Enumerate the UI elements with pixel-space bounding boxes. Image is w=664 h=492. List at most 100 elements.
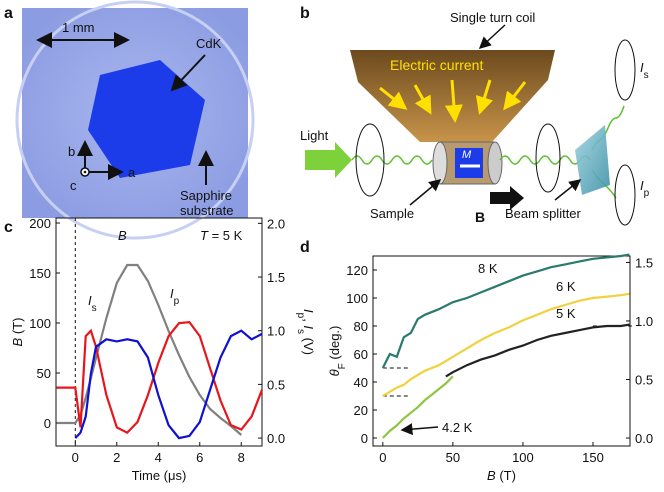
panel-label: a bbox=[4, 5, 13, 22]
polarization bbox=[355, 123, 385, 197]
axis-label: c bbox=[70, 178, 77, 193]
axis-label: b bbox=[68, 144, 75, 159]
y-tick-label: 100 bbox=[346, 291, 368, 306]
data-line bbox=[445, 323, 630, 378]
panel-label: d bbox=[300, 239, 310, 256]
text-part: T bbox=[200, 228, 209, 243]
text-part: I bbox=[301, 309, 316, 313]
x-axis-label: Time (μs) bbox=[132, 468, 187, 483]
text-part: s bbox=[644, 70, 649, 81]
series-label: B bbox=[118, 228, 127, 243]
text-part: s bbox=[92, 303, 97, 314]
data-line bbox=[381, 253, 630, 369]
text-part: 5 K bbox=[556, 306, 576, 321]
y-tick-label: 0 bbox=[44, 416, 51, 431]
text-part: 6 K bbox=[556, 279, 576, 294]
scale-label: 1 mm bbox=[62, 20, 95, 35]
panel-a: a 1 mm CdK b c a Sapphire substrate bbox=[4, 0, 255, 240]
splitter-label: Beam splitter bbox=[505, 206, 582, 221]
text-part: (V) bbox=[301, 334, 316, 355]
field-label: B bbox=[475, 209, 485, 225]
y-tick-label: 150 bbox=[29, 266, 51, 281]
y-tick-label: 100 bbox=[29, 316, 51, 331]
pointer bbox=[170, 54, 206, 92]
x-tick-label: 6 bbox=[196, 450, 203, 465]
text-part: p bbox=[296, 313, 307, 319]
polarization bbox=[535, 123, 561, 193]
pointer bbox=[554, 179, 582, 201]
light-arrow bbox=[305, 142, 352, 178]
y2-tick-label: 1.0 bbox=[635, 314, 653, 329]
light-label: Light bbox=[300, 128, 329, 143]
text-part: (T) bbox=[496, 468, 516, 483]
y-tick-label: 80 bbox=[354, 319, 368, 334]
x-tick-label: 4 bbox=[155, 450, 162, 465]
beam bbox=[351, 105, 625, 199]
sample-holder bbox=[432, 141, 448, 185]
polarization bbox=[614, 39, 636, 101]
pointer bbox=[409, 179, 442, 206]
y2-tick-label: 2.0 bbox=[267, 216, 285, 231]
series-label: 4.2 K bbox=[442, 420, 473, 435]
coil-label: Single turn coil bbox=[450, 10, 535, 25]
text-part: I bbox=[88, 293, 92, 308]
pointer bbox=[400, 423, 439, 436]
text-part: p bbox=[644, 188, 650, 199]
series-label: Is bbox=[88, 293, 97, 314]
output-label: Is bbox=[640, 60, 649, 81]
data-line bbox=[382, 375, 454, 439]
y-tick-label: 200 bbox=[29, 216, 51, 231]
pointer bbox=[478, 24, 506, 50]
current-arrows bbox=[379, 79, 527, 123]
substrate-label: substrate bbox=[180, 203, 233, 218]
text-part: p bbox=[174, 296, 180, 307]
text-part: B bbox=[487, 468, 496, 483]
text-part: (deg.) bbox=[327, 326, 342, 364]
polarization bbox=[614, 164, 636, 226]
text-part: (T) bbox=[10, 318, 25, 338]
text-part: I bbox=[301, 325, 316, 329]
axis-label: a bbox=[128, 165, 136, 180]
y2-tick-label: 0.0 bbox=[267, 431, 285, 446]
holder-ring bbox=[15, 0, 255, 240]
text-part: θ bbox=[327, 369, 342, 376]
series-label: 8 K bbox=[478, 261, 498, 276]
y-axis-label: B (T) bbox=[10, 318, 25, 347]
x-tick-label: 100 bbox=[512, 450, 534, 465]
output-label: Ip bbox=[640, 178, 650, 199]
text-part: = 5 K bbox=[208, 228, 243, 243]
plot-frame bbox=[55, 217, 263, 447]
text-part: I bbox=[640, 60, 644, 75]
text-part: 4.2 K bbox=[442, 420, 473, 435]
panel-b: b Single turn coil Electric current Ligh… bbox=[300, 5, 650, 226]
sample-label: CdK bbox=[196, 36, 222, 51]
y-tick-label: 50 bbox=[37, 366, 51, 381]
y2-tick-label: 0.0 bbox=[635, 431, 653, 446]
y2-axis-label: Ip, Is (V) bbox=[296, 309, 317, 355]
y-tick-label: 40 bbox=[354, 375, 368, 390]
y-tick-label: 0 bbox=[361, 431, 368, 446]
y-axis-label: θF (deg.) bbox=[327, 326, 348, 377]
data-line bbox=[74, 329, 263, 440]
data-line bbox=[56, 320, 264, 435]
y2-tick-label: 1.5 bbox=[635, 255, 653, 270]
y-tick-label: 60 bbox=[354, 347, 368, 362]
x-tick-label: 0 bbox=[379, 450, 386, 465]
y-tick-label: 20 bbox=[354, 403, 368, 418]
text-part: Time (μs) bbox=[132, 468, 187, 483]
series-label: 5 K bbox=[556, 306, 576, 321]
y2-tick-label: 0.5 bbox=[267, 377, 285, 392]
plot-frame bbox=[372, 255, 631, 447]
text-part: I bbox=[170, 286, 174, 301]
series-label: 6 K bbox=[556, 279, 576, 294]
y2-tick-label: 0.5 bbox=[635, 373, 653, 388]
beam-splitter bbox=[575, 125, 610, 195]
series-label: Ip bbox=[170, 286, 180, 307]
panel-label: c bbox=[4, 219, 13, 236]
x-tick-label: 150 bbox=[582, 450, 604, 465]
sample-holder bbox=[487, 141, 503, 185]
annotation: T = 5 K bbox=[200, 228, 243, 243]
data-line bbox=[382, 292, 630, 397]
y2-tick-label: 1.0 bbox=[267, 324, 285, 339]
